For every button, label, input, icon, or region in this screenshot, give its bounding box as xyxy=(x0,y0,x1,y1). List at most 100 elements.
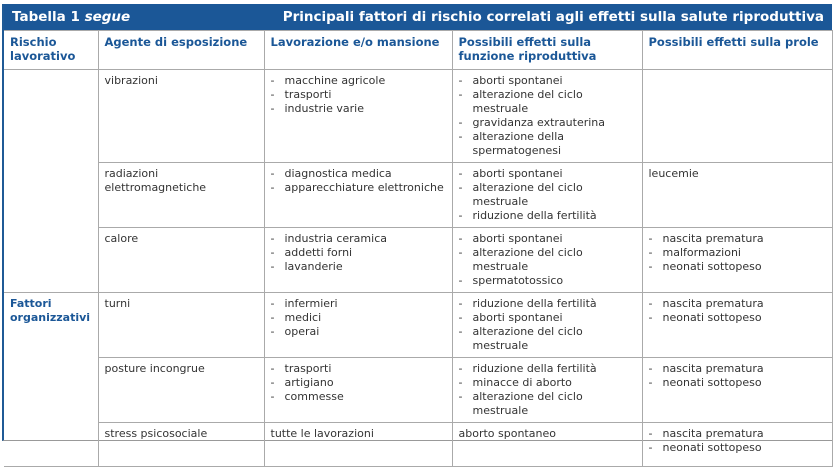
list-item: neonati sottopeso xyxy=(649,441,826,455)
agent-cell: calore xyxy=(98,227,265,293)
list-item: aborti spontanei xyxy=(459,311,636,325)
col-header: Rischio lavorativo xyxy=(4,30,99,70)
table-label: Tabella 1 xyxy=(12,9,80,25)
list-item: gravidanza extrauterina xyxy=(459,116,636,130)
agent-cell: posture incongrue xyxy=(98,357,265,423)
table-continued: segue xyxy=(84,9,131,25)
repro-cell: aborto spontaneo xyxy=(451,422,643,467)
repro-cell-text: aborto spontaneo xyxy=(458,427,556,440)
list-item: alterazione del ciclo mestruale xyxy=(459,246,636,274)
work-cell: macchine agricoletrasportiindustrie vari… xyxy=(263,69,453,163)
offspring-cell: nascita prematuraneonati sottopeso xyxy=(641,357,833,423)
repro-cell-list: aborti spontaneialterazione del ciclo me… xyxy=(459,232,636,288)
list-item: riduzione della fertilità xyxy=(459,362,636,376)
list-item: riduzione della fertilità xyxy=(459,297,636,311)
col-header: Possibili effetti sulla prole xyxy=(641,30,833,70)
list-item: neonati sottopeso xyxy=(649,311,826,325)
list-item: alterazione del ciclo mestruale xyxy=(459,390,636,418)
offspring-cell: nascita prematuraneonati sottopeso xyxy=(641,292,833,358)
table-number: Tabella 1 segue xyxy=(12,9,130,25)
work-cell: infermierimedicioperai xyxy=(263,292,453,358)
table-title-bar: Tabella 1 segue Principali fattori di ri… xyxy=(4,4,832,30)
repro-cell-list: aborti spontaneialterazione del ciclo me… xyxy=(459,167,636,223)
work-cell-list: infermierimedicioperai xyxy=(271,297,446,339)
repro-cell: aborti spontaneialterazione del ciclo me… xyxy=(451,162,643,228)
list-item: diagnostica medica xyxy=(271,167,446,181)
list-item: medici xyxy=(271,311,446,325)
work-cell-list: macchine agricoletrasportiindustrie vari… xyxy=(271,74,446,116)
list-item: operai xyxy=(271,325,446,339)
work-cell: tutte le lavorazioni xyxy=(263,422,453,467)
list-item: alterazione della spermatogenesi xyxy=(459,130,636,158)
list-item: macchine agricole xyxy=(271,74,446,88)
list-item: neonati sottopeso xyxy=(649,376,826,390)
list-item: nascita prematura xyxy=(649,297,826,311)
agent-cell-text: turni xyxy=(104,297,131,310)
table-row: Fattori organizzativi turni infermierimedi… xyxy=(4,292,833,467)
repro-cell: riduzione della fertilitàminacce di abor… xyxy=(451,357,643,423)
offspring-cell: leucemie xyxy=(641,162,833,228)
risk-cell xyxy=(4,69,99,293)
list-item: trasporti xyxy=(271,88,446,102)
work-cell-list: industria ceramicaaddetti fornilavanderi… xyxy=(271,232,446,274)
list-item: aborti spontanei xyxy=(459,167,636,181)
offspring-cell-list: nascita prematuramalformazionineonati so… xyxy=(649,232,826,274)
work-cell: industria ceramicaaddetti fornilavanderi… xyxy=(263,227,453,293)
col-header: Lavorazione e/o mansione xyxy=(263,30,453,70)
risk-cell: Fattori organizzativi xyxy=(4,292,99,467)
list-item: industrie varie xyxy=(271,102,446,116)
list-item: neonati sottopeso xyxy=(649,260,826,274)
header-row: Rischio lavorativo Agente di esposizione… xyxy=(4,30,833,70)
work-cell: diagnostica medicaapparecchiature elettr… xyxy=(263,162,453,228)
offspring-cell-list: nascita prematuraneonati sottopeso xyxy=(649,362,826,390)
list-item: addetti forni xyxy=(271,246,446,260)
agent-cell-text: stress psicosociale xyxy=(104,427,208,440)
work-cell-list: trasportiartigianocommesse xyxy=(271,362,446,404)
list-item: trasporti xyxy=(271,362,446,376)
list-item: nascita prematura xyxy=(649,362,826,376)
col-header: Possibili effetti sulla funzione riprodu… xyxy=(451,30,643,70)
offspring-cell: nascita prematuraneonati sottopeso xyxy=(641,422,833,467)
list-item: lavanderie xyxy=(271,260,446,274)
table-row: vibrazionimacchine agricoletrasportiindu… xyxy=(4,69,833,293)
agent-cell: stress psicosociale xyxy=(98,422,265,467)
list-item: apparecchiature elettroniche xyxy=(271,181,446,195)
offspring-cell: nascita prematuramalformazionineonati so… xyxy=(641,227,833,293)
table-caption: Principali fattori di rischio correlati … xyxy=(282,9,824,25)
table-row: calore industria ceramicaaddetti fornilav… xyxy=(4,227,833,293)
agent-cell: turni xyxy=(97,292,265,358)
list-item: aborti spontanei xyxy=(459,74,636,88)
work-cell-text: tutte le lavorazioni xyxy=(270,427,374,440)
list-item: commesse xyxy=(271,390,446,404)
repro-cell-list: riduzione della fertilitàminacce di abor… xyxy=(459,362,636,418)
offspring-cell-list: nascita prematuraneonati sottopeso xyxy=(649,427,826,455)
list-item: nascita prematura xyxy=(649,427,826,441)
offspring-cell xyxy=(641,69,833,163)
table-row: radiazioni elettromagnetiche diagnostica … xyxy=(4,162,833,228)
list-item: minacce di aborto xyxy=(459,376,636,390)
offspring-cell-text: leucemie xyxy=(648,167,699,180)
list-item: spermatotossico xyxy=(459,274,636,288)
agent-cell: vibrazioni xyxy=(97,69,265,163)
table-row: stress psicosociale tutte le lavorazioni a… xyxy=(4,422,833,467)
agent-cell-text: posture incongrue xyxy=(104,362,205,375)
agent-cell-text: calore xyxy=(104,232,139,245)
list-item: nascita prematura xyxy=(649,232,826,246)
list-item: aborti spontanei xyxy=(459,232,636,246)
table-row: posture incongrue trasportiartigianocomme… xyxy=(4,357,833,423)
repro-cell-list: riduzione della fertilitàaborti spontane… xyxy=(459,297,636,353)
table-container: Tabella 1 segue Principali fattori di ri… xyxy=(2,4,833,467)
offspring-cell-list: nascita prematuraneonati sottopeso xyxy=(649,297,826,325)
list-item: alterazione del ciclo mestruale xyxy=(459,325,636,353)
work-cell-list: diagnostica medicaapparecchiature elettr… xyxy=(271,167,446,195)
repro-cell: riduzione della fertilitàaborti spontane… xyxy=(451,292,643,358)
agent-cell-text: radiazioni elettromagnetiche xyxy=(104,167,207,194)
risk-table: Rischio lavorativo Agente di esposizione… xyxy=(4,30,833,467)
list-item: industria ceramica xyxy=(271,232,446,246)
repro-cell: aborti spontaneialterazione del ciclo me… xyxy=(451,69,643,163)
list-item: infermieri xyxy=(271,297,446,311)
work-cell: trasportiartigianocommesse xyxy=(263,357,453,423)
agent-cell: radiazioni elettromagnetiche xyxy=(98,162,265,228)
list-item: artigiano xyxy=(271,376,446,390)
col-header: Agente di esposizione xyxy=(97,30,265,70)
